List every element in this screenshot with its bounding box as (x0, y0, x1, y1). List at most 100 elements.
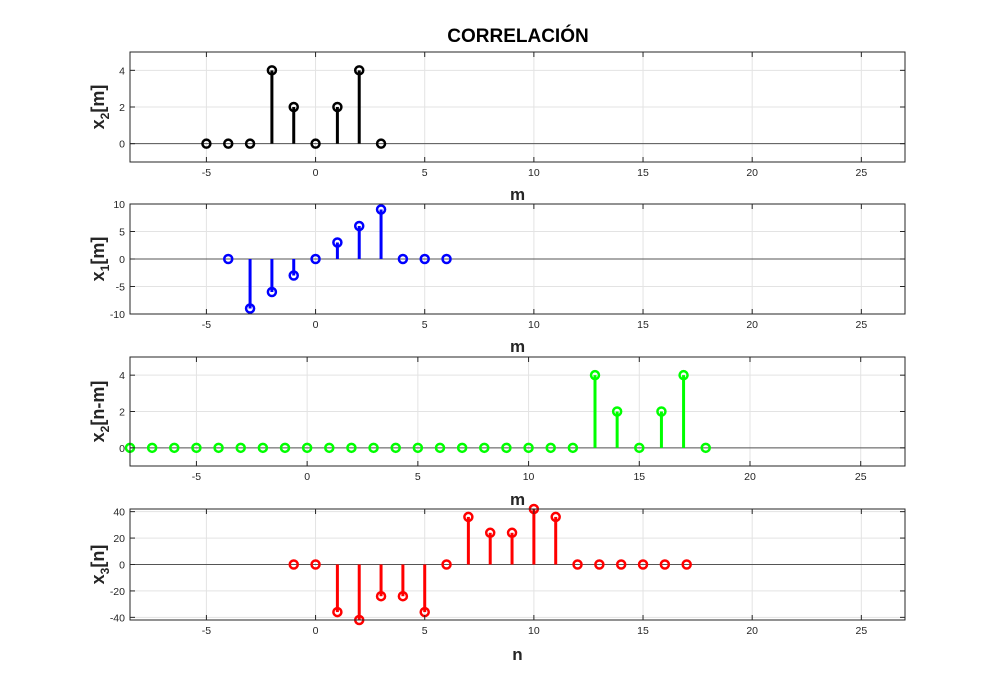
x-axis-label: m (510, 490, 525, 509)
stem-marker (634, 442, 645, 454)
x-tick-label: 15 (637, 167, 649, 179)
y-tick-label: -20 (110, 586, 125, 598)
stem-marker (191, 442, 202, 454)
stem-marker (441, 253, 452, 265)
x-tick-label: 0 (313, 319, 319, 331)
subplot-1: -5 0 5 10 15 20 25 0 2 4 m x2[m] (88, 51, 906, 204)
y-axis-label: x1[m] (88, 237, 112, 282)
stem-marker (611, 406, 623, 417)
y-tick-label: 2 (119, 102, 125, 114)
stem-marker (589, 369, 601, 381)
x-tick-label: -5 (202, 319, 211, 331)
x-axis-label: m (510, 337, 525, 356)
x-tick-label: 20 (744, 471, 756, 483)
x-tick-label: 20 (746, 319, 758, 331)
x-tick-label: 0 (313, 167, 319, 179)
x-tick-label: 5 (422, 167, 428, 179)
stem-marker (310, 138, 321, 149)
stem-marker (681, 559, 692, 570)
y-tick-label: 0 (119, 560, 125, 572)
stem-marker (412, 442, 424, 454)
x-tick-label: 0 (304, 471, 310, 483)
x-tick-label: 15 (637, 625, 649, 637)
stem-marker (332, 606, 343, 618)
x-tick-label: -5 (192, 471, 201, 483)
y-tick-label: 5 (119, 227, 125, 239)
stem-marker (456, 442, 468, 454)
stem-marker (235, 442, 246, 454)
stem-marker (201, 138, 212, 149)
stem-marker (419, 253, 430, 265)
x-tick-label: 25 (855, 167, 867, 179)
x-tick-label: -5 (202, 625, 211, 637)
stem-marker (310, 253, 321, 265)
stem-marker (484, 527, 496, 539)
stem-marker (375, 590, 387, 602)
stem-marker (637, 559, 649, 570)
stem-marker (523, 442, 534, 454)
stem-marker (479, 442, 490, 454)
stem-marker (266, 286, 278, 298)
x-tick-label: 20 (746, 167, 758, 179)
y-axis-label: x2[m] (88, 85, 112, 130)
stem-marker (375, 138, 387, 149)
stem-marker (700, 442, 711, 454)
y-tick-label: 40 (113, 507, 125, 519)
y-tick-label: -40 (110, 612, 125, 624)
stem-marker (332, 101, 343, 113)
stem-marker (146, 442, 158, 454)
y-tick-label: 4 (119, 370, 125, 382)
x-tick-label: 25 (855, 625, 867, 637)
y-tick-label: 2 (119, 407, 125, 419)
y-tick-label: 0 (119, 443, 125, 455)
stem-marker (346, 442, 357, 454)
stem-marker (397, 253, 409, 265)
stem-marker (279, 442, 291, 454)
x-tick-label: 10 (528, 167, 540, 179)
stem-marker (659, 559, 671, 570)
x-tick-label: 5 (415, 471, 421, 483)
stem-marker (222, 253, 234, 265)
y-tick-label: 10 (113, 199, 125, 211)
x-axis-label: n (512, 645, 522, 664)
stem-marker (397, 590, 409, 602)
x-tick-label: 25 (855, 471, 867, 483)
x-tick-label: 15 (637, 319, 649, 331)
y-tick-label: 20 (113, 533, 125, 545)
stem-marker (678, 369, 689, 381)
x-tick-label: 0 (313, 625, 319, 637)
figure-title: CORRELACIÓN (447, 25, 588, 47)
stem-marker (375, 204, 387, 215)
x-tick-label: -5 (202, 167, 211, 179)
y-tick-label: 0 (119, 254, 125, 266)
stem-marker (288, 270, 299, 281)
subplot-4: -5 0 5 10 15 20 25 -40 -20 0 20 40 n x3[n] (88, 503, 906, 664)
stem-marker (463, 511, 474, 523)
stem-marker (353, 65, 365, 76)
stem-marker (656, 406, 667, 417)
stem-marker (390, 442, 401, 454)
stem-marker (222, 138, 234, 149)
stem-marker (368, 442, 379, 454)
x-tick-label: 5 (422, 319, 428, 331)
stem-marker (501, 442, 512, 454)
stem-marker (288, 101, 299, 113)
x-tick-label: 10 (528, 625, 540, 637)
stem-marker (545, 442, 556, 454)
y-axis-label: x3[n] (88, 545, 112, 585)
subplot-3: -5 0 5 10 15 20 25 0 2 4 m x2[n-m] (88, 356, 906, 509)
stem-marker (434, 442, 446, 454)
x-tick-label: 10 (528, 319, 540, 331)
x-tick-label: 25 (855, 319, 867, 331)
y-tick-label: -10 (110, 309, 125, 321)
stem-marker (353, 220, 365, 232)
stem-marker (550, 511, 561, 523)
x-tick-label: 20 (746, 625, 758, 637)
y-tick-label: -5 (116, 282, 125, 294)
x-tick-label: 10 (523, 471, 535, 483)
stem-marker (572, 559, 583, 570)
stem-marker (594, 559, 605, 570)
stem-marker (244, 138, 256, 149)
